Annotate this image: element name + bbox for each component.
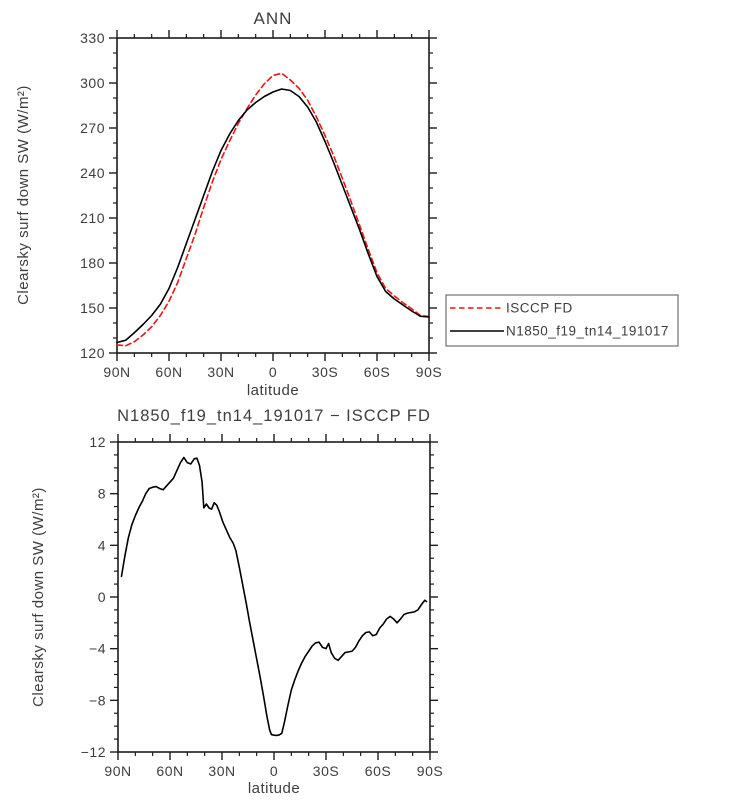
obs-curve	[116, 72, 430, 347]
difference-chart: N1850_f19_tn14_191017 − ISCCP FD 90N 60N 3…	[30, 407, 443, 797]
x-tick-label: 60N	[155, 364, 182, 380]
difference-y-axis-label: Clearsky surf down SW (W/m²)	[30, 487, 47, 707]
x-tick-label: 30S	[312, 364, 338, 380]
x-tick-label: 30S	[313, 763, 339, 779]
y-tick-label: 330	[80, 30, 105, 46]
y-tick-label: −12	[81, 744, 106, 760]
y-tick-label: −4	[89, 641, 106, 657]
x-tick-label: 90S	[416, 364, 442, 380]
y-tick-label: −8	[89, 692, 106, 708]
x-tick-label: 0	[270, 763, 278, 779]
x-tick-label: 90S	[417, 763, 443, 779]
difference-x-axis-label: latitude	[248, 780, 300, 797]
y-tick-label: 210	[80, 210, 105, 226]
y-tick-label: 180	[80, 255, 105, 271]
ann-x-axis-label: latitude	[247, 382, 299, 399]
ann-chart: ANN 90N 60N 30N 0 30S 60S 90S 120 150 180 210 240 27…	[15, 9, 679, 399]
y-tick-label: 120	[80, 345, 105, 361]
model-curve	[116, 88, 430, 344]
legend: ISCCP FD N1850_f19_tn14_191017	[445, 294, 679, 347]
plot-frame	[117, 441, 431, 753]
y-tick-label: 12	[89, 434, 106, 450]
y-tick-label: 4	[98, 537, 106, 553]
x-tick-label: 30N	[207, 364, 234, 380]
x-tick-label: 0	[269, 364, 277, 380]
y-tick-label: 8	[98, 486, 106, 502]
y-tick-label: 300	[80, 75, 105, 91]
legend-entry-label: ISCCP FD	[506, 301, 573, 316]
ann-chart-title: ANN	[254, 9, 293, 28]
x-tick-label: 60N	[156, 763, 183, 779]
plot-frame	[116, 37, 430, 354]
ann-y-axis-label: Clearsky surf down SW (W/m²)	[15, 85, 32, 305]
y-tick-label: 270	[80, 120, 105, 136]
y-tick-label: 240	[80, 165, 105, 181]
diff-curve	[120, 456, 428, 737]
difference-chart-title: N1850_f19_tn14_191017 − ISCCP FD	[117, 407, 431, 425]
legend-box	[445, 294, 679, 347]
x-tick-label: 90N	[104, 763, 131, 779]
ann-plot-area: 90N 60N 30N 0 30S 60S 90S 120 150 180 210 240 270 300…	[80, 30, 442, 380]
x-tick-label: 90N	[103, 364, 130, 380]
y-tick-label: 150	[80, 300, 105, 316]
x-tick-label: 60S	[364, 364, 390, 380]
y-tick-label: 0	[98, 589, 106, 605]
difference-plot-area: 90N 60N 30N 0 30S 60S 90S −12 −8 −4 0 4 8 12	[81, 434, 443, 779]
x-tick-label: 30N	[208, 763, 235, 779]
x-tick-label: 60S	[365, 763, 391, 779]
legend-entry-label: N1850_f19_tn14_191017	[506, 324, 669, 339]
